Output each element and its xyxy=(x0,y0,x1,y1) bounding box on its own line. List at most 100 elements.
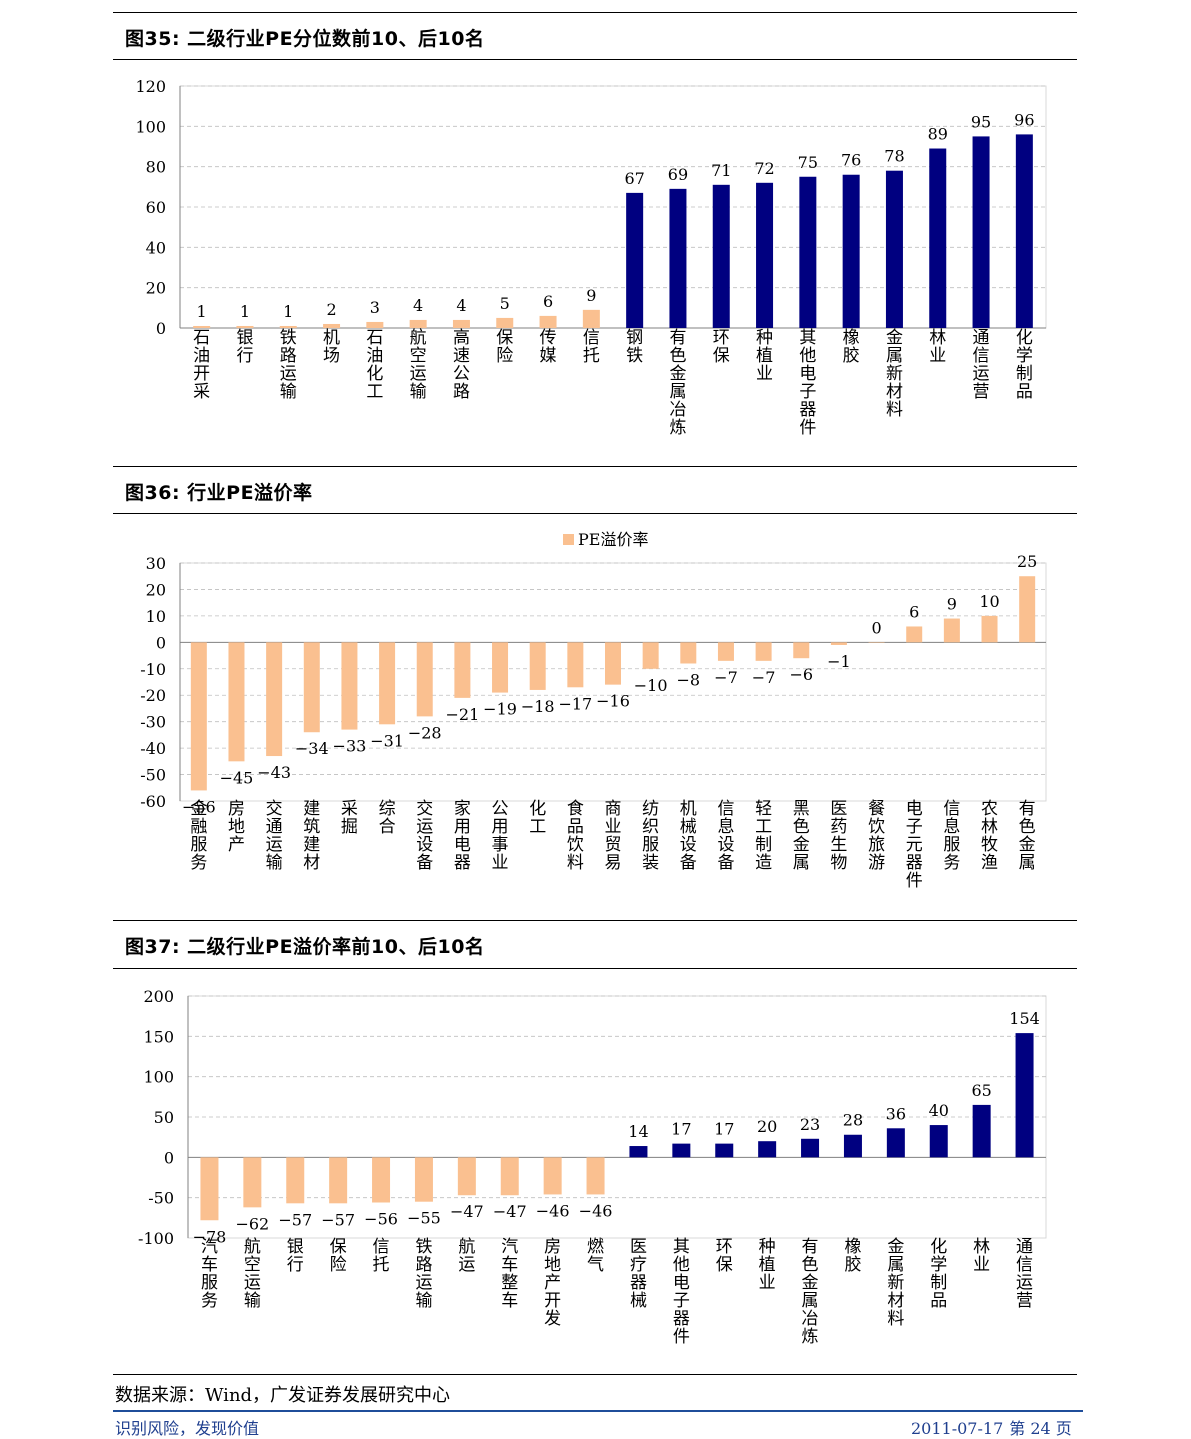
data-label: −8 xyxy=(677,670,701,689)
bar xyxy=(717,642,734,661)
category-label: 综合 xyxy=(379,799,396,837)
data-label: 28 xyxy=(843,1111,863,1130)
data-label: 154 xyxy=(1009,1009,1040,1028)
bar xyxy=(496,317,514,328)
y-tick-label: -40 xyxy=(140,739,166,758)
bar xyxy=(303,642,320,733)
y-tick-label: 0 xyxy=(164,1148,174,1167)
category-label: 航空运输 xyxy=(244,1237,261,1311)
bar xyxy=(943,618,960,643)
bar xyxy=(906,626,923,643)
bar xyxy=(1015,1033,1034,1158)
figure-36-title: 图36: 行业PE溢价率 xyxy=(125,482,313,504)
data-label: 2 xyxy=(326,300,336,319)
category-label: 黑色金属 xyxy=(793,799,810,873)
category-label: 信息设备 xyxy=(717,799,734,873)
category-label: 信托 xyxy=(373,1237,390,1275)
category-label: 传媒 xyxy=(540,328,557,366)
category-label: 保险 xyxy=(330,1237,347,1275)
bar xyxy=(379,642,396,725)
data-label: 9 xyxy=(586,286,596,305)
data-label: 6 xyxy=(909,602,919,621)
category-label: 房地产 xyxy=(228,799,245,855)
bar xyxy=(626,192,644,328)
category-label: 机场 xyxy=(323,328,340,366)
data-label: −47 xyxy=(450,1202,484,1221)
y-tick-label: 0 xyxy=(156,319,166,338)
category-label: 银行 xyxy=(236,328,253,366)
bar xyxy=(228,642,245,762)
category-label: 有色金属 xyxy=(1019,799,1036,873)
data-label: −56 xyxy=(182,797,216,816)
bar xyxy=(629,1146,648,1158)
category-label: 高速公路 xyxy=(453,328,470,402)
bar xyxy=(972,1104,991,1158)
data-label: 96 xyxy=(1014,110,1034,129)
category-label: 食品饮料 xyxy=(567,799,584,873)
bar xyxy=(414,1157,433,1202)
category-label: 种植业 xyxy=(759,1237,776,1293)
data-label: 72 xyxy=(754,159,774,178)
data-label: 65 xyxy=(971,1081,991,1100)
category-label: 环保 xyxy=(713,328,730,366)
y-tick-label: 40 xyxy=(146,238,166,257)
category-label: 石油化工 xyxy=(366,328,383,402)
category-label: 有色金属冶炼 xyxy=(669,328,686,438)
bar xyxy=(529,642,546,690)
data-label: 14 xyxy=(628,1122,648,1141)
bar xyxy=(567,642,584,688)
data-label: −47 xyxy=(493,1202,527,1221)
data-label: −1 xyxy=(827,652,851,671)
data-label: −18 xyxy=(521,697,555,716)
bar xyxy=(323,323,341,328)
bar xyxy=(972,136,990,328)
data-label: 71 xyxy=(711,161,731,180)
bar xyxy=(454,642,471,698)
data-label: 75 xyxy=(798,153,818,172)
category-label: 保险 xyxy=(496,328,513,366)
data-label: 4 xyxy=(413,296,423,315)
category-label: 医疗器械 xyxy=(630,1237,647,1311)
category-label: 房地产开发 xyxy=(544,1237,561,1329)
footer-slogan: 识别风险，发现价值 xyxy=(115,1419,260,1438)
category-label: 化学制品 xyxy=(1016,328,1033,402)
data-label: −43 xyxy=(257,763,291,782)
bar xyxy=(193,325,211,328)
data-label: 0 xyxy=(871,618,881,637)
category-label: 交运设备 xyxy=(416,799,433,873)
category-label: 橡胶 xyxy=(843,328,860,366)
bar xyxy=(286,1157,305,1204)
data-label: −33 xyxy=(333,737,367,756)
rule-bottom-fig37-title xyxy=(113,968,1077,969)
data-label: 17 xyxy=(714,1120,734,1139)
bar xyxy=(756,182,774,328)
category-label: 石油开采 xyxy=(193,328,210,402)
category-label: 林业 xyxy=(973,1237,990,1275)
bar xyxy=(929,1125,948,1158)
y-tick-label: 20 xyxy=(146,279,166,298)
data-label: 20 xyxy=(757,1117,777,1136)
y-tick-label: 50 xyxy=(154,1108,174,1127)
category-label: 化学制品 xyxy=(930,1237,947,1311)
category-label: 金属新材料 xyxy=(887,1237,904,1329)
footer-page: 第 24 页 xyxy=(1009,1419,1072,1438)
rule-top-fig36 xyxy=(113,466,1077,467)
pe-percentile-chart: 0 20 40 60 80 100 120 1 石油开采 1 银行 1 铁路运输 2 机场 3 石油化工 4 航空运… xyxy=(135,77,1047,438)
category-label: 通信运营 xyxy=(973,328,990,402)
bar xyxy=(843,1134,862,1158)
category-label: 信息服务 xyxy=(943,799,960,873)
category-label: 商业贸易 xyxy=(605,799,622,873)
bar xyxy=(799,176,817,328)
y-tick-label: 0 xyxy=(156,633,166,652)
y-tick-label: 200 xyxy=(143,987,174,1006)
category-label: 机械设备 xyxy=(680,799,697,873)
data-label: −57 xyxy=(278,1210,312,1229)
category-label: 金属新材料 xyxy=(886,328,903,420)
bar xyxy=(586,1157,605,1195)
bar xyxy=(452,319,470,328)
data-label: 1 xyxy=(197,302,207,321)
data-label: −78 xyxy=(193,1227,227,1246)
y-tick-label: 20 xyxy=(146,580,166,599)
